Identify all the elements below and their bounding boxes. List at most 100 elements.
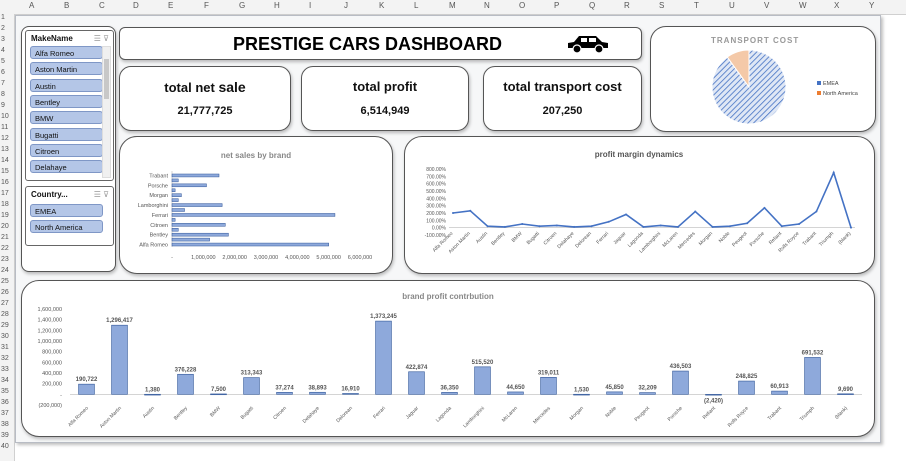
data-point[interactable] — [521, 223, 524, 225]
column-header[interactable]: C — [99, 1, 105, 10]
row-header[interactable]: 29 — [1, 322, 9, 329]
margin-line[interactable] — [452, 170, 852, 228]
column-header[interactable]: A — [29, 1, 35, 10]
row-header[interactable]: 25 — [1, 278, 9, 285]
bar-bentley[interactable] — [171, 232, 229, 237]
data-point[interactable] — [607, 220, 610, 223]
column-header[interactable]: U — [729, 1, 735, 10]
data-point[interactable] — [711, 225, 714, 228]
data-point[interactable] — [746, 222, 749, 225]
row-header[interactable]: 15 — [1, 168, 9, 175]
column-header[interactable]: P — [554, 1, 560, 10]
row-header[interactable]: 26 — [1, 289, 9, 296]
bar-series[interactable] — [171, 218, 176, 222]
bar-mclaren[interactable] — [507, 391, 524, 395]
column-header[interactable]: J — [344, 1, 348, 10]
data-point[interactable] — [850, 226, 852, 229]
bar-morgan[interactable] — [573, 393, 590, 396]
row-header[interactable]: 5 — [1, 58, 5, 65]
bar-delahaye[interactable] — [309, 391, 326, 395]
row-header[interactable]: 37 — [1, 410, 9, 417]
column-header[interactable]: H — [274, 1, 280, 10]
bar-citroen[interactable] — [171, 223, 226, 227]
bar-series[interactable] — [171, 198, 179, 202]
row-header[interactable]: 33 — [1, 366, 9, 373]
row-header[interactable]: 27 — [1, 300, 9, 307]
row-header[interactable]: 32 — [1, 355, 9, 362]
row-header[interactable]: 35 — [1, 388, 9, 395]
bar-series[interactable] — [171, 178, 179, 183]
row-header[interactable]: 40 — [1, 443, 9, 450]
column-header[interactable]: W — [799, 1, 807, 10]
bar-rolls-royce[interactable] — [738, 380, 755, 395]
row-header[interactable]: 3 — [1, 36, 5, 43]
bar-ferrari[interactable] — [375, 320, 392, 395]
row-header[interactable]: 1 — [1, 14, 5, 21]
data-point[interactable] — [832, 171, 835, 174]
row-header[interactable]: 36 — [1, 399, 9, 406]
slicer-item-alfa-romeo[interactable]: Alfa Romeo — [30, 46, 103, 59]
data-point[interactable] — [469, 209, 472, 212]
bar-bugatti[interactable] — [243, 377, 260, 395]
row-header[interactable]: 11 — [1, 124, 9, 131]
column-header[interactable]: E — [168, 1, 174, 10]
column-header[interactable]: L — [414, 1, 419, 10]
bar-series[interactable] — [171, 228, 179, 232]
slicer-item-bentley[interactable]: Bentley — [30, 94, 103, 108]
row-header[interactable]: 18 — [1, 201, 9, 208]
row-header[interactable]: 2 — [1, 25, 5, 32]
column-header[interactable]: F — [204, 1, 209, 10]
row-header[interactable]: 34 — [1, 377, 9, 384]
row-header[interactable]: 8 — [1, 91, 5, 98]
column-header[interactable]: V — [764, 1, 770, 10]
bar-porsche[interactable] — [672, 370, 689, 395]
data-point[interactable] — [694, 210, 697, 213]
bar-lamborghini[interactable] — [474, 366, 491, 395]
slicer-item-aston-martin[interactable]: Aston Martin — [30, 62, 103, 76]
data-point[interactable] — [590, 225, 593, 228]
column-header[interactable]: N — [484, 1, 490, 10]
row-header[interactable]: 13 — [1, 146, 9, 153]
slicer-item-emea[interactable]: EMEA — [30, 204, 103, 217]
row-header[interactable]: 16 — [1, 179, 9, 186]
row-header[interactable]: 22 — [1, 245, 9, 252]
data-point[interactable] — [728, 225, 731, 228]
bar-series[interactable] — [171, 208, 185, 212]
bar-reliant[interactable] — [705, 394, 722, 396]
column-header[interactable]: R — [624, 1, 630, 10]
row-header[interactable]: 19 — [1, 212, 9, 219]
bar-lagonda[interactable] — [441, 392, 458, 395]
column-header[interactable]: B — [64, 1, 70, 10]
bar-triumph[interactable] — [804, 357, 821, 395]
data-point[interactable] — [486, 225, 489, 228]
slicer-item-north-america[interactable]: North America — [30, 220, 103, 233]
bar-bmw[interactable] — [210, 393, 227, 396]
slicer-item-austin[interactable]: Austin — [30, 78, 103, 92]
bar-lamborghini[interactable] — [171, 203, 223, 207]
bar-delorean[interactable] — [342, 393, 359, 395]
bar-series[interactable] — [171, 237, 210, 242]
bar--blank-[interactable] — [837, 393, 854, 395]
column-header[interactable]: Q — [589, 1, 596, 10]
make-slicer-scrollbar[interactable] — [102, 46, 111, 178]
data-point[interactable] — [676, 225, 679, 228]
scroll-thumb[interactable] — [104, 59, 109, 99]
bar-alfa-romeo[interactable] — [171, 242, 329, 247]
row-header[interactable]: 38 — [1, 421, 9, 428]
column-header[interactable]: Y — [869, 1, 875, 10]
row-header[interactable]: 4 — [1, 47, 5, 54]
bar-citroen[interactable] — [276, 392, 293, 395]
row-header[interactable]: 23 — [1, 256, 9, 263]
row-header[interactable]: 9 — [1, 102, 5, 109]
row-header[interactable]: 10 — [1, 113, 9, 120]
bar-morgan[interactable] — [171, 193, 182, 197]
data-point[interactable] — [538, 225, 541, 228]
data-point[interactable] — [452, 212, 454, 214]
data-point[interactable] — [659, 224, 662, 227]
bar-austin[interactable] — [144, 393, 161, 396]
pie-slice-north-america[interactable] — [726, 49, 750, 89]
row-header[interactable]: 6 — [1, 69, 5, 76]
row-header[interactable]: 17 — [1, 190, 9, 197]
data-point[interactable] — [503, 225, 506, 228]
row-header[interactable]: 20 — [1, 223, 9, 230]
